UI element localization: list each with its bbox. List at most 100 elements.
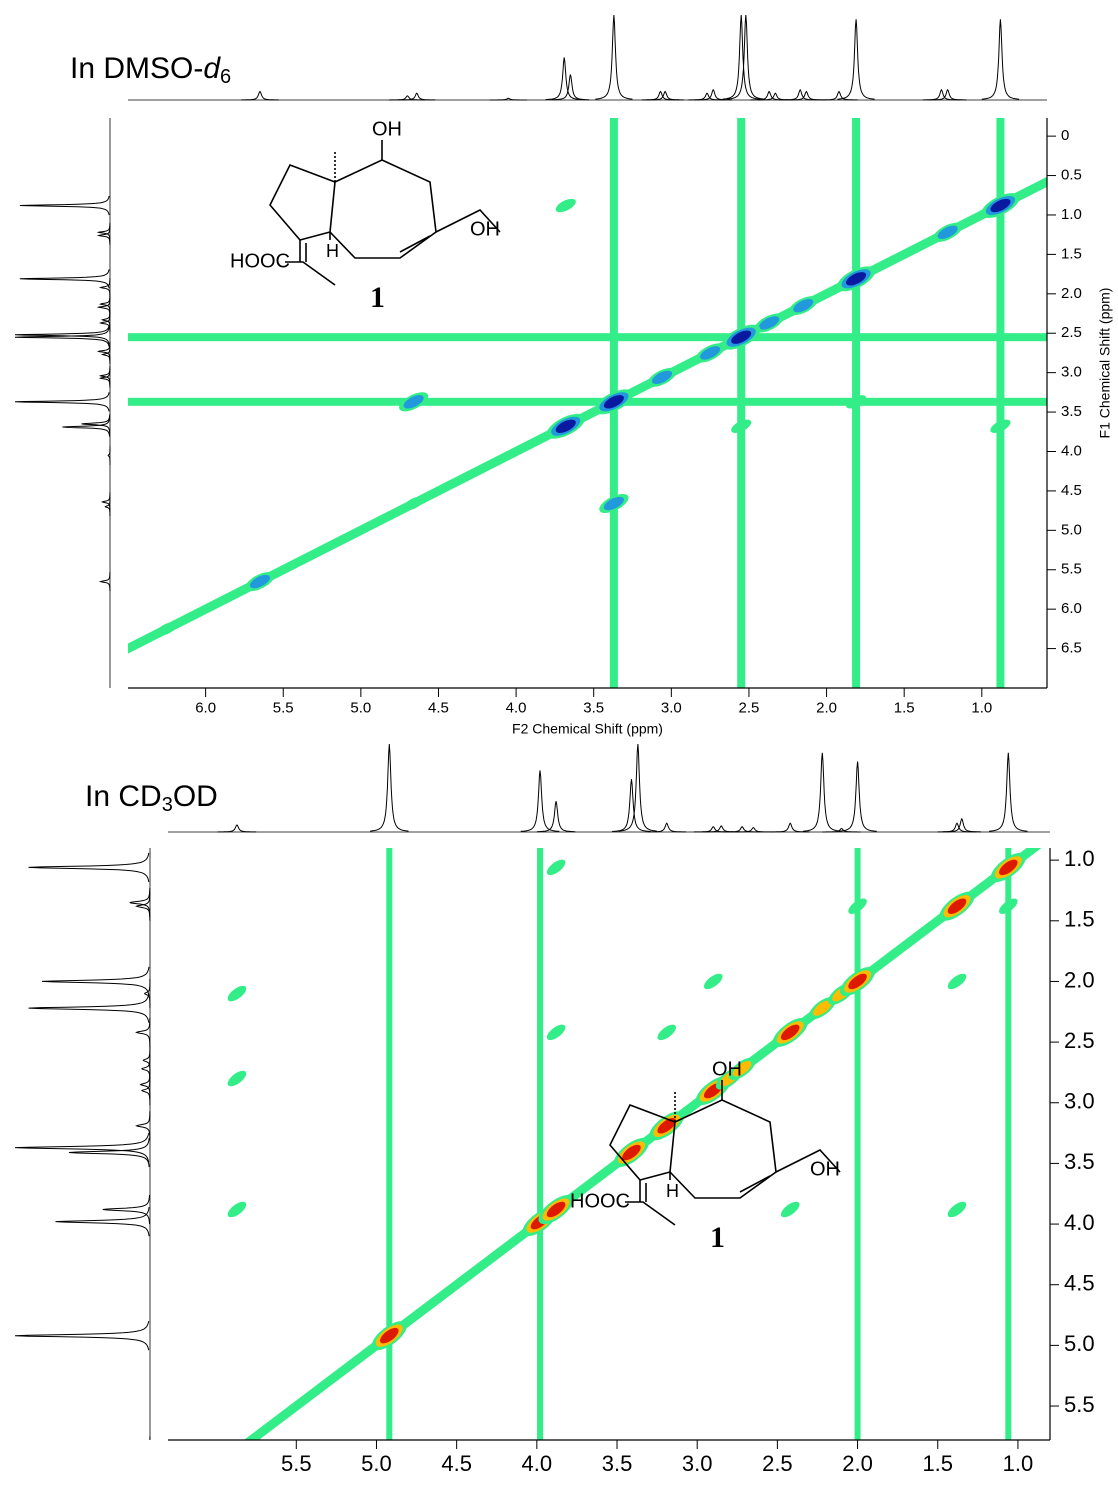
left-projection-peak: [98, 572, 111, 591]
y-tick-label: 1.5: [1064, 907, 1095, 932]
cross-peak: [225, 1440, 249, 1461]
cross-peak: [759, 316, 780, 330]
exo-branch: [625, 1201, 676, 1226]
panel-title: In DMSO-d6: [70, 52, 231, 88]
left-projection-peak: [14, 1321, 150, 1351]
cross-peak: [657, 1118, 677, 1134]
y-tick-label: 6.0: [1061, 600, 1082, 617]
cross-peak: [731, 330, 752, 344]
left-projection-peak: [96, 297, 111, 317]
cross-peak: [380, 1327, 399, 1344]
left-projection-peak: [96, 226, 111, 245]
y-tick-label: 4.5: [1064, 1271, 1095, 1296]
double-bond-ring: [739, 1175, 771, 1193]
y-tick-label: 4.0: [1064, 1210, 1095, 1235]
structure-label: HOOC: [230, 250, 290, 272]
left-projection-peak: [19, 195, 110, 216]
left-projection-peak: [98, 278, 111, 297]
cross-peak: [546, 859, 566, 876]
f1-noise-stripe: [128, 333, 1047, 342]
left-projection-peak: [96, 341, 111, 361]
panel-title: In CD3OD: [85, 780, 218, 816]
top-projection-peak: [646, 90, 684, 101]
cross-peak: [990, 198, 1011, 213]
x-axis-label: F2 Chemical Shift (ppm): [512, 721, 663, 737]
y-tick-label: 2.5: [1064, 1028, 1095, 1053]
structure-label: OH: [810, 1158, 840, 1180]
title-part: In DMSO-: [70, 52, 203, 85]
cross-peak: [657, 1024, 677, 1041]
ch2oh: [775, 1149, 841, 1173]
structure-label: 1: [370, 281, 385, 314]
cross-peak: [227, 1070, 247, 1087]
cross-peak: [731, 419, 752, 433]
left-projection-peak: [104, 497, 111, 517]
left-projection-peak: [62, 417, 110, 437]
top-projection-peak: [929, 88, 967, 101]
structure: OH OH H HOOC 1: [225, 118, 510, 314]
y-tick-label: 5.5: [1061, 561, 1082, 578]
x-tick-label: 3.0: [661, 699, 682, 716]
left-projection-peak: [135, 1017, 151, 1047]
top-projection-peak: [942, 817, 981, 833]
cross-peak: [732, 1061, 752, 1077]
x-tick-label: 4.5: [441, 1451, 472, 1476]
top-projection-peak: [803, 752, 842, 832]
top-projection-peak: [734, 827, 773, 833]
structure-label: OH: [470, 218, 500, 240]
structure-label: HOOC: [570, 1190, 630, 1212]
exo-branch: [285, 261, 336, 286]
y-tick-label: 4.5: [1061, 482, 1082, 499]
left-projection-peak: [102, 1195, 150, 1225]
left-projection-peak: [14, 327, 110, 347]
top-projection-peak: [545, 57, 583, 101]
cross-peak: [700, 346, 721, 360]
ring5: [269, 163, 336, 241]
left-projection-peak: [14, 392, 110, 412]
top-projection-peak: [838, 761, 877, 832]
x-tick-label: 5.5: [273, 699, 294, 716]
top-projection-peak: [922, 88, 961, 101]
y-tick-label: 0.5: [1061, 167, 1082, 184]
plot-area: [128, 118, 1047, 688]
top-projection-peak: [595, 14, 633, 100]
cross-peak: [227, 985, 247, 1002]
top-projection-peak: [722, 826, 762, 833]
left-projection-peak: [28, 993, 150, 1023]
y-tick-label: 3.5: [1061, 403, 1082, 420]
x-tick-label: 1.5: [894, 699, 915, 716]
title-part: 3: [162, 794, 173, 816]
structure-label: OH: [372, 118, 402, 140]
title-part: d: [203, 52, 221, 85]
y-tick-label: 3.0: [1064, 1089, 1095, 1114]
y-tick-label: 3.0: [1061, 364, 1082, 381]
y-axis-label: F1 Chemical Shift (ppm): [1097, 288, 1113, 439]
y-tick-label: 2.0: [1061, 285, 1082, 302]
cross-peak: [156, 622, 177, 636]
left-projection-peak: [41, 966, 150, 996]
left-projection-peak: [99, 294, 111, 314]
top-projection-peak: [781, 88, 819, 101]
left-projection-peak: [14, 325, 110, 345]
structure-bg: [225, 125, 510, 245]
y-tick-label: 1.0: [1064, 846, 1095, 871]
cross-peak: [947, 898, 967, 914]
double-bond-ring: [399, 235, 431, 253]
cross-peak: [780, 1201, 800, 1218]
top-projection-peak: [837, 19, 875, 100]
cross-peak: [813, 1000, 832, 1016]
y-tick-label: 0: [1061, 127, 1069, 144]
top-projection-peak: [694, 88, 732, 101]
title-part: 6: [220, 66, 231, 88]
cross-peak: [780, 1024, 800, 1041]
x-tick-label: 2.5: [739, 699, 760, 716]
left-projection-peak: [81, 414, 111, 434]
top-projection-peak: [722, 14, 760, 100]
top-projection-peak: [370, 743, 409, 832]
x-tick-label: 4.0: [522, 1451, 553, 1476]
left-projection-peak: [143, 979, 151, 1009]
cross-peak: [990, 419, 1011, 433]
cross-peak: [848, 973, 867, 990]
